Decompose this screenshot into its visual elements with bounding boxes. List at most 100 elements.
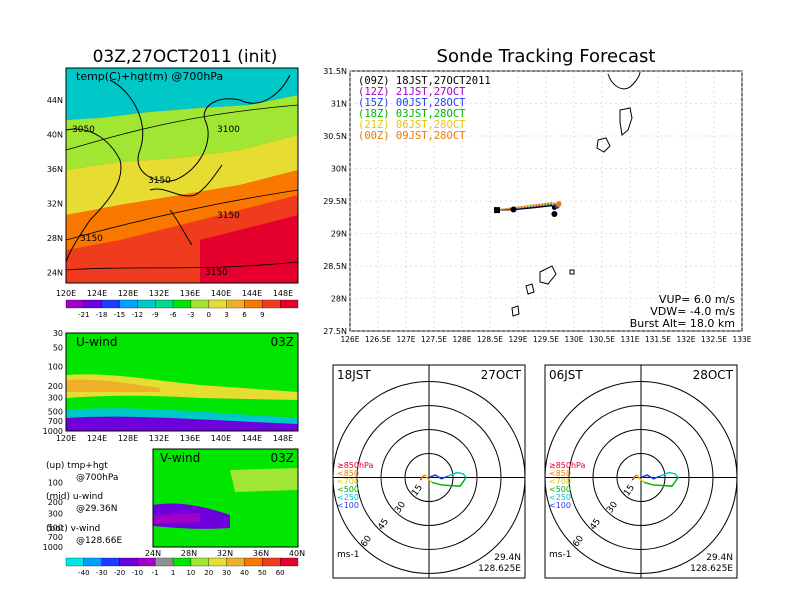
colorbar-tick-label: 40 xyxy=(240,569,249,577)
colorbar-swatch xyxy=(119,557,138,567)
island-outline xyxy=(607,71,641,90)
colorbar-swatch xyxy=(172,299,192,309)
lat-tick-label: 29.5N xyxy=(323,197,347,206)
tracking-legend: (09Z) 18JST,27OCT2011(12Z) 21JST,27OCT(1… xyxy=(358,75,491,142)
v-wind-label: V-wind xyxy=(160,451,200,465)
lon-tick-label: 132E xyxy=(676,335,695,344)
lat-tick-label: 44N xyxy=(47,96,63,105)
colorbar-swatch xyxy=(65,299,84,309)
colorbar-swatch xyxy=(244,299,263,309)
hodograph-segment xyxy=(424,474,433,484)
lat-tick-label: 36N xyxy=(253,549,269,558)
hodograph-segment xyxy=(631,478,635,481)
lat-tick-label: 24N xyxy=(145,549,161,558)
lon-tick-label: 132.5E xyxy=(701,335,727,344)
colorbar-tick-label: 20 xyxy=(204,569,213,577)
island-outline xyxy=(596,137,611,153)
colorbar-tick-label: 6 xyxy=(242,311,247,319)
hodograph-segment xyxy=(632,474,638,480)
lat-tick-label: 32N xyxy=(217,549,233,558)
landing-marker xyxy=(551,211,558,217)
colorbar-swatch xyxy=(172,557,192,567)
u-wind-time: 03Z xyxy=(271,335,295,349)
legend-entry: (12Z) 21JST,27OCT xyxy=(358,86,466,98)
lon-tick-label: 132E xyxy=(149,434,169,443)
pressure-tick-label: 100 xyxy=(48,479,63,488)
lat-tick-label: 32N xyxy=(47,200,63,209)
colorbar-tick-label: -12 xyxy=(132,311,143,319)
colorbar-swatch xyxy=(226,557,245,567)
lat-tick-label: 36N xyxy=(47,165,63,174)
lon-tick-label: 126E xyxy=(340,335,359,344)
level-legend-entry: <500 xyxy=(549,485,571,494)
site-lon: 128.625E xyxy=(690,564,733,574)
landing-marker xyxy=(510,206,517,213)
lat-tick-label: 28.5N xyxy=(323,262,347,271)
lon-tick-label: 136E xyxy=(180,434,200,443)
lat-tick-label: 27.5N xyxy=(323,327,347,336)
lon-tick-label: 130.5E xyxy=(589,335,615,344)
colorbar-tick-label: -18 xyxy=(96,311,107,319)
level-legend-entry: ≥850hPa xyxy=(549,461,586,470)
tracking-title: Sonde Tracking Forecast xyxy=(437,46,656,67)
u-wind-lon-ticks: 120E 124E 128E 132E 136E 140E 144E 148E xyxy=(56,434,293,443)
note-up: (up) tmp+hgt xyxy=(46,461,108,471)
pressure-tick-label: 1000 xyxy=(43,427,63,436)
island-outline xyxy=(569,269,575,275)
island-outline xyxy=(619,107,633,136)
colorbar-swatch xyxy=(190,557,209,567)
level-legend-entry: <100 xyxy=(549,501,571,510)
contour-label: 3150 xyxy=(205,268,228,278)
site-lon: 128.625E xyxy=(478,564,521,574)
pressure-tick-label: 30 xyxy=(53,329,63,338)
map-variable-label: temp(C)+hgt(m) @700hPa xyxy=(76,70,223,83)
lon-tick-label: 132E xyxy=(149,289,169,298)
wind-colorbar: -40 -30 -20 -10 -1 1 10 20 30 40 50 60 xyxy=(65,557,299,577)
lon-tick-label: 129E xyxy=(508,335,527,344)
lon-tick-label: 126.5E xyxy=(365,335,391,344)
hodograph-time: 18JST xyxy=(337,368,371,382)
pressure-tick-label: 700 xyxy=(48,417,63,426)
contour-label: 3150 xyxy=(217,211,240,221)
colorbar-tick-label: 1 xyxy=(171,569,175,577)
lon-tick-label: 128E xyxy=(118,289,138,298)
colorbar-tick-label: 9 xyxy=(260,311,264,319)
lon-tick-label: 124E xyxy=(87,434,107,443)
pressure-tick-label: 200 xyxy=(48,382,63,391)
colorbar-swatch xyxy=(262,299,281,309)
contour-label: 3050 xyxy=(72,125,95,135)
colorbar-tick-label: -9 xyxy=(152,311,159,319)
lon-tick-label: 128.5E xyxy=(477,335,503,344)
units-label: ms-1 xyxy=(337,550,359,560)
hodograph-segment xyxy=(643,477,679,487)
level-legend-entry: <250 xyxy=(549,493,571,502)
lon-tick-label: 131.5E xyxy=(645,335,671,344)
lat-tick-label: 24N xyxy=(47,269,63,278)
colorbar-tick-label: -21 xyxy=(78,311,89,319)
hodograph-date: 27OCT xyxy=(481,368,522,382)
level-legend-entry: <250 xyxy=(337,493,359,502)
lat-tick-label: 28N xyxy=(47,234,63,243)
colorbar-swatch xyxy=(280,557,299,567)
colorbar-tick-label: 10 xyxy=(186,569,195,577)
temperature-colorbar: -21 -18 -15 -12 -9 -6 -3 0 3 6 9 xyxy=(65,299,299,319)
note-up-level: @700hPa xyxy=(76,473,118,483)
colorbar-swatch xyxy=(262,557,281,567)
pressure-tick-label: 500 xyxy=(48,408,63,417)
temperature-map: temp(C)+hgt(m) @700hPa 3050 3100 3150 31… xyxy=(65,67,299,284)
colorbar-tick-label: -10 xyxy=(132,569,143,577)
tracking-lat-ticks: 31.5N 31N 30.5N 30N 29.5N 29N 28.5N 28N 27.5N xyxy=(323,67,347,336)
pressure-tick-label: 50 xyxy=(53,343,63,352)
colorbar-tick-label: -1 xyxy=(152,569,159,577)
site-lat: 29.4N xyxy=(706,553,733,563)
map-lat-ticks: 44N 40N 36N 32N 28N 24N xyxy=(47,96,63,278)
level-legend-entry: <700 xyxy=(337,477,359,486)
level-legend-entry: ≥850hPa xyxy=(337,461,374,470)
pressure-tick-label: 700 xyxy=(48,533,63,542)
tracking-grid xyxy=(349,70,743,332)
hodograph-segment xyxy=(640,474,660,480)
